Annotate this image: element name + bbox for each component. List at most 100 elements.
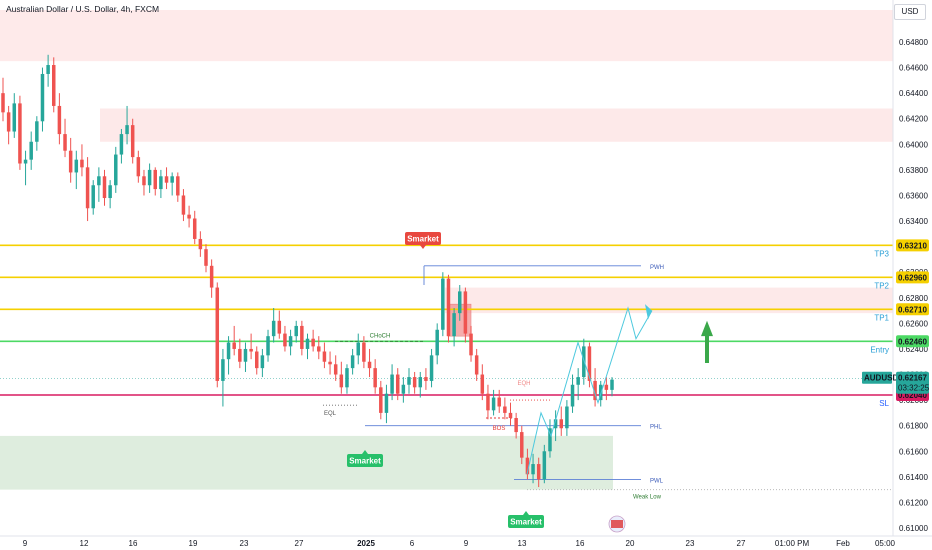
smarket-bottom-tag-bg: [508, 515, 544, 528]
price-tick: 0.64000: [899, 140, 928, 149]
candle-body: [159, 176, 163, 190]
price-tick: 0.64200: [899, 115, 928, 124]
candle-body: [305, 338, 310, 349]
candle-body: [142, 176, 146, 186]
up-arrow-icon: [701, 320, 713, 364]
candle-body: [164, 176, 169, 183]
smarket-left-tag-bg: [347, 454, 383, 467]
currency-button[interactable]: USD: [894, 4, 926, 20]
smarket-bottom-tag: Smarket: [510, 518, 542, 527]
supply-zone: [100, 108, 893, 142]
time-tick: 19: [189, 539, 198, 548]
candle-body: [63, 134, 67, 151]
time-tick: 27: [295, 539, 304, 548]
time-tick: 16: [576, 539, 585, 548]
time-tick: 12: [80, 539, 89, 548]
price-tag-tp1-bg: [896, 303, 929, 316]
symbol-tag-bg: [862, 371, 892, 384]
candle-body: [23, 159, 28, 164]
candle-body: [367, 361, 372, 369]
candle-body: [170, 176, 174, 183]
price-tick: 0.62600: [899, 319, 928, 328]
current-price-tag-bg: [896, 371, 929, 394]
level-name-tp1: TP1: [874, 313, 889, 322]
candle-body: [283, 333, 287, 347]
candle-body: [147, 169, 152, 186]
candle-body: [503, 406, 507, 413]
candle-body: [520, 432, 524, 458]
candle-body: [266, 336, 270, 356]
projection-arrowhead: [645, 304, 652, 320]
candle-body: [401, 384, 406, 394]
supply-zone-top: [0, 10, 893, 62]
candle-body: [260, 355, 265, 369]
candle-body: [536, 464, 541, 480]
candle-body: [29, 141, 33, 160]
eql-label: EQL: [324, 411, 337, 417]
smarket-top-tag-bg: [405, 232, 441, 245]
candle-body: [587, 346, 592, 381]
candle-body: [176, 176, 180, 196]
zones: [0, 10, 893, 490]
candle-body: [373, 368, 377, 388]
candle-body: [271, 320, 276, 337]
price-tick: 0.62400: [899, 345, 928, 354]
candle-body: [300, 325, 304, 349]
candle-body: [333, 364, 338, 375]
candle-body: [469, 333, 473, 356]
price-tick: 0.63400: [899, 217, 928, 226]
candle-body: [593, 380, 597, 401]
candle-body: [463, 291, 468, 334]
time-tick: Feb: [836, 539, 850, 548]
candle-body: [384, 393, 389, 413]
candle-body: [328, 361, 332, 365]
candle-body: [362, 342, 366, 362]
candle-body: [525, 457, 530, 475]
candle-body: [508, 412, 513, 419]
time-tick: 16: [129, 539, 138, 548]
level-name-tp2: TP2: [874, 281, 889, 290]
candle-body: [345, 368, 349, 388]
smarket-left-tag-pointer: [362, 450, 368, 454]
candle-body: [40, 73, 45, 122]
candle-body: [395, 374, 400, 394]
candle-body: [52, 65, 56, 106]
time-tick: 01:00 PM: [775, 539, 810, 548]
price-tick: 0.61000: [899, 524, 928, 533]
candle-body: [446, 278, 451, 337]
candle-body: [1, 93, 5, 113]
price-tick: 0.64600: [899, 64, 928, 73]
candle-body: [119, 134, 124, 155]
candle-body: [610, 379, 614, 390]
price-tick: 0.61200: [899, 498, 928, 507]
projection-path: [526, 304, 713, 475]
candle-body: [130, 125, 135, 158]
candle-body: [153, 169, 157, 190]
price-tick: 0.61400: [899, 473, 928, 482]
candle-body: [582, 346, 586, 378]
smarket-top-tag: Smarket: [407, 235, 439, 244]
candle-body: [12, 103, 17, 132]
price-tag-tp3-bg: [896, 239, 929, 252]
candle-body: [91, 185, 95, 209]
symbol-tag: AUDUSD: [864, 374, 898, 383]
candle-body: [497, 397, 501, 407]
price-tag-tp3: 0.63210: [898, 241, 927, 250]
price-tick: 0.64800: [899, 38, 928, 47]
time-tick: 2025: [357, 539, 375, 548]
pwl-label: PWL: [650, 478, 664, 484]
choch-label: CHoCH: [370, 333, 391, 339]
candle-body: [435, 329, 439, 356]
candle-body: [238, 348, 242, 362]
candle-body: [350, 355, 355, 369]
time-tick: 9: [464, 539, 469, 548]
smarket-bottom-tag-pointer: [523, 511, 529, 515]
candle-body: [559, 419, 563, 429]
candle-body: [97, 176, 101, 186]
candle-body: [232, 342, 236, 349]
candle-body: [565, 406, 569, 429]
smarket-top-tag-pointer: [420, 245, 426, 249]
price-tag-tp2-bg: [896, 271, 929, 284]
price-tags: 0.63210 0.62960 0.62710 0.62460 0.62040AUDUS…: [862, 239, 930, 401]
